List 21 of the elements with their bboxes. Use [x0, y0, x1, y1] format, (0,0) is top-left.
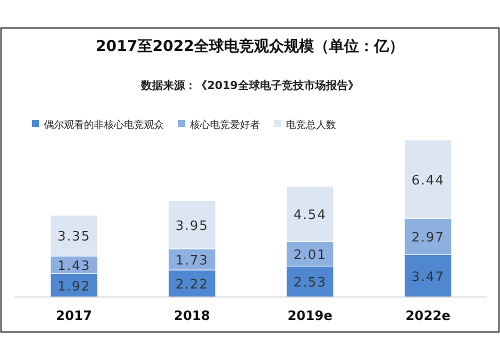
data-label: 1.92	[58, 279, 90, 294]
chart-subtitle: 数据来源：《2019全球电子竞技市场报告》	[140, 79, 359, 92]
data-label: 2.22	[176, 277, 208, 292]
chart-title: 2017至2022全球电竞观众规模（单位：亿）	[96, 37, 404, 55]
data-label: 3.35	[58, 230, 90, 245]
data-label: 6.44	[412, 173, 444, 188]
data-label: 1.73	[176, 253, 208, 268]
legend-label: 核心电竞爱好者	[189, 119, 260, 131]
x-tick-label: 2017	[56, 309, 92, 324]
data-label: 1.43	[58, 258, 90, 274]
legend-label: 电竞总人数	[286, 119, 336, 131]
data-label: 2.53	[294, 276, 326, 291]
x-tick-label: 2022e	[406, 309, 451, 324]
data-label: 2.97	[412, 230, 444, 246]
x-tick-label: 2018	[174, 309, 210, 324]
data-label: 2.01	[294, 248, 326, 263]
data-label: 3.47	[412, 270, 444, 285]
data-label: 4.54	[294, 208, 326, 223]
data-label: 3.95	[176, 218, 208, 234]
x-tick-label: 2019e	[288, 309, 333, 324]
legend-label: 偶尔观看的非核心电竞观众	[44, 119, 164, 131]
